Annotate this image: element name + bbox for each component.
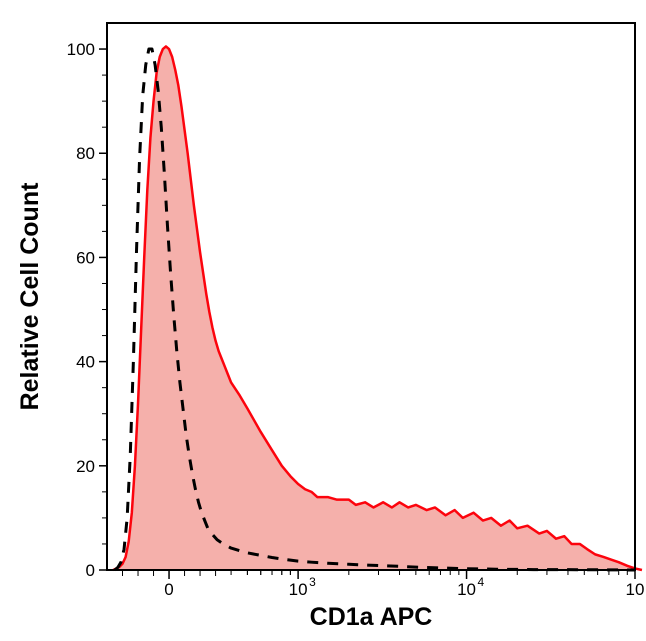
chart-svg: 020406080100Relative Cell Count010310410…: [0, 0, 646, 641]
svg-text:10: 10: [626, 580, 645, 599]
y-tick-label: 80: [76, 144, 95, 163]
svg-text:4: 4: [478, 575, 485, 589]
y-axis-label: Relative Cell Count: [16, 182, 44, 410]
x-tick-label: 105: [626, 575, 646, 599]
x-tick-label: 104: [457, 575, 484, 599]
svg-text:3: 3: [309, 575, 316, 589]
x-tick-label: 0: [164, 580, 173, 599]
svg-text:10: 10: [289, 580, 308, 599]
svg-text:10: 10: [457, 580, 476, 599]
y-tick-label: 20: [76, 457, 95, 476]
y-tick-label: 60: [76, 248, 95, 267]
y-tick-label: 100: [67, 40, 95, 59]
y-tick-label: 0: [86, 561, 95, 580]
flow-cytometry-histogram: 020406080100Relative Cell Count010310410…: [0, 0, 646, 641]
y-tick-label: 40: [76, 353, 95, 372]
x-axis-label: CD1a APC: [310, 603, 433, 631]
svg-text:0: 0: [164, 580, 173, 599]
x-tick-label: 103: [289, 575, 316, 599]
